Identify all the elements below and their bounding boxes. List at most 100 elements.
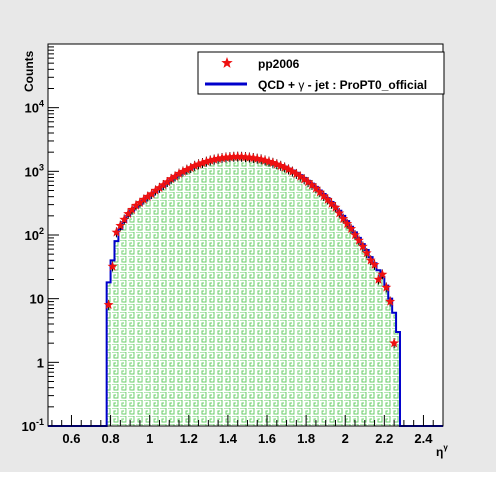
data-point-star (162, 176, 173, 187)
y-tick-label: 10 (30, 292, 44, 307)
histogram-bar (372, 263, 377, 426)
data-point-star (279, 162, 290, 172)
data-point-star (338, 213, 349, 223)
histogram-bar (353, 232, 357, 426)
histogram-bar (220, 158, 224, 426)
histogram-bar (208, 161, 213, 426)
data-point-star (127, 204, 138, 214)
data-point-star (134, 197, 145, 208)
histogram-bar (341, 215, 346, 426)
histogram-bar (184, 170, 189, 426)
data-point-star (201, 156, 212, 166)
data-point-star (389, 337, 400, 348)
histogram-bar (247, 157, 252, 427)
data-markers-layer (103, 151, 400, 349)
data-point-star (103, 299, 114, 310)
histogram-bar (282, 166, 287, 427)
histogram-bar (274, 163, 279, 426)
histogram-bar (153, 192, 158, 426)
y-tick-label: 10-1 (22, 417, 44, 434)
data-point-star (299, 174, 310, 184)
histogram-bar (298, 175, 303, 426)
histogram-bar (263, 159, 268, 426)
x-tick-label: 1.6 (258, 431, 276, 446)
histogram-bar (302, 177, 307, 426)
histogram-bar (204, 162, 209, 426)
histogram-bar (396, 331, 400, 426)
data-point-star (361, 247, 372, 258)
data-point-star (326, 198, 337, 208)
histogram-bar (157, 189, 162, 426)
histogram-bar (310, 183, 314, 426)
legend-star-shape (221, 57, 233, 68)
histogram-bar (134, 207, 138, 426)
data-point-star (373, 274, 384, 284)
legend: pp2006 QCD + γ - jet : ProPT0_official (197, 51, 445, 95)
histogram-bar (110, 260, 115, 426)
histogram-bar (177, 174, 181, 426)
mc-histogram-layer (48, 155, 443, 427)
data-point-star (138, 194, 149, 204)
x-tick-label: 1.4 (219, 431, 238, 446)
data-point-star (193, 159, 204, 169)
data-point-star (346, 223, 357, 234)
histogram-bar (173, 177, 178, 426)
histogram-bar (356, 237, 361, 426)
data-point-star (166, 173, 177, 184)
data-point-star (385, 296, 396, 306)
data-point-star (213, 153, 224, 163)
data-point-star (330, 202, 341, 212)
histogram-bar (130, 210, 135, 426)
y-tick-label: 1 (37, 355, 44, 370)
x-tick-label: 2.4 (414, 431, 433, 446)
data-point-star (209, 154, 220, 164)
histogram-bar (141, 201, 146, 426)
histogram-bar (239, 156, 244, 427)
histogram-bar (392, 312, 397, 426)
data-point-star (283, 164, 294, 174)
histogram-bar (137, 204, 142, 426)
data-point-star (111, 227, 122, 237)
histogram-bar (212, 160, 217, 426)
histogram-bar (259, 159, 264, 427)
histogram-bar (169, 180, 174, 426)
histogram-bar (337, 210, 342, 426)
histogram-bar (321, 194, 326, 426)
legend-label-mc: QCD + γ - jet : ProPT0_official (258, 78, 427, 92)
data-point-star (287, 166, 298, 176)
y-tick-label: 102 (25, 226, 44, 243)
histogram-bar (345, 221, 350, 426)
histogram-bar (306, 180, 311, 426)
data-point-star (131, 200, 141, 210)
histogram-bar (106, 282, 111, 426)
x-tick-label: 1.2 (180, 431, 198, 446)
x-tick-label: 1.8 (297, 431, 315, 446)
histogram-bar (251, 157, 256, 427)
data-point-star (322, 194, 333, 204)
histogram-bar (196, 165, 201, 426)
data-point-star (271, 159, 282, 169)
axes-layer: 0.6 0.8 1 1.2 1.4 1.6 1.8 2 2.2 2.4 10-1 1 10 102 103 1… (22, 44, 444, 446)
y-tick-label: 103 (25, 162, 44, 179)
data-point-star (197, 157, 208, 168)
legend-label-data: pp2006 (258, 57, 300, 71)
legend-label-mc-symbol: γ (298, 78, 304, 92)
data-point-star (107, 261, 118, 271)
histogram-bar (368, 257, 373, 426)
histogram-bar (235, 156, 240, 427)
histogram-bar (364, 250, 369, 426)
histogram-bar (384, 285, 389, 426)
histogram-bar (349, 226, 354, 426)
x-tick-label: 0.6 (62, 431, 80, 446)
histogram-bar (243, 156, 248, 426)
data-point-star (170, 171, 181, 181)
histogram-bar (380, 276, 385, 426)
histogram-bar (270, 162, 275, 426)
x-tick-label: 2.2 (375, 431, 393, 446)
data-point-star (381, 282, 392, 292)
data-point-star (291, 168, 302, 179)
data-point-star (377, 269, 388, 279)
data-point-star (334, 208, 345, 218)
x-tick-label: 0.8 (102, 431, 120, 446)
